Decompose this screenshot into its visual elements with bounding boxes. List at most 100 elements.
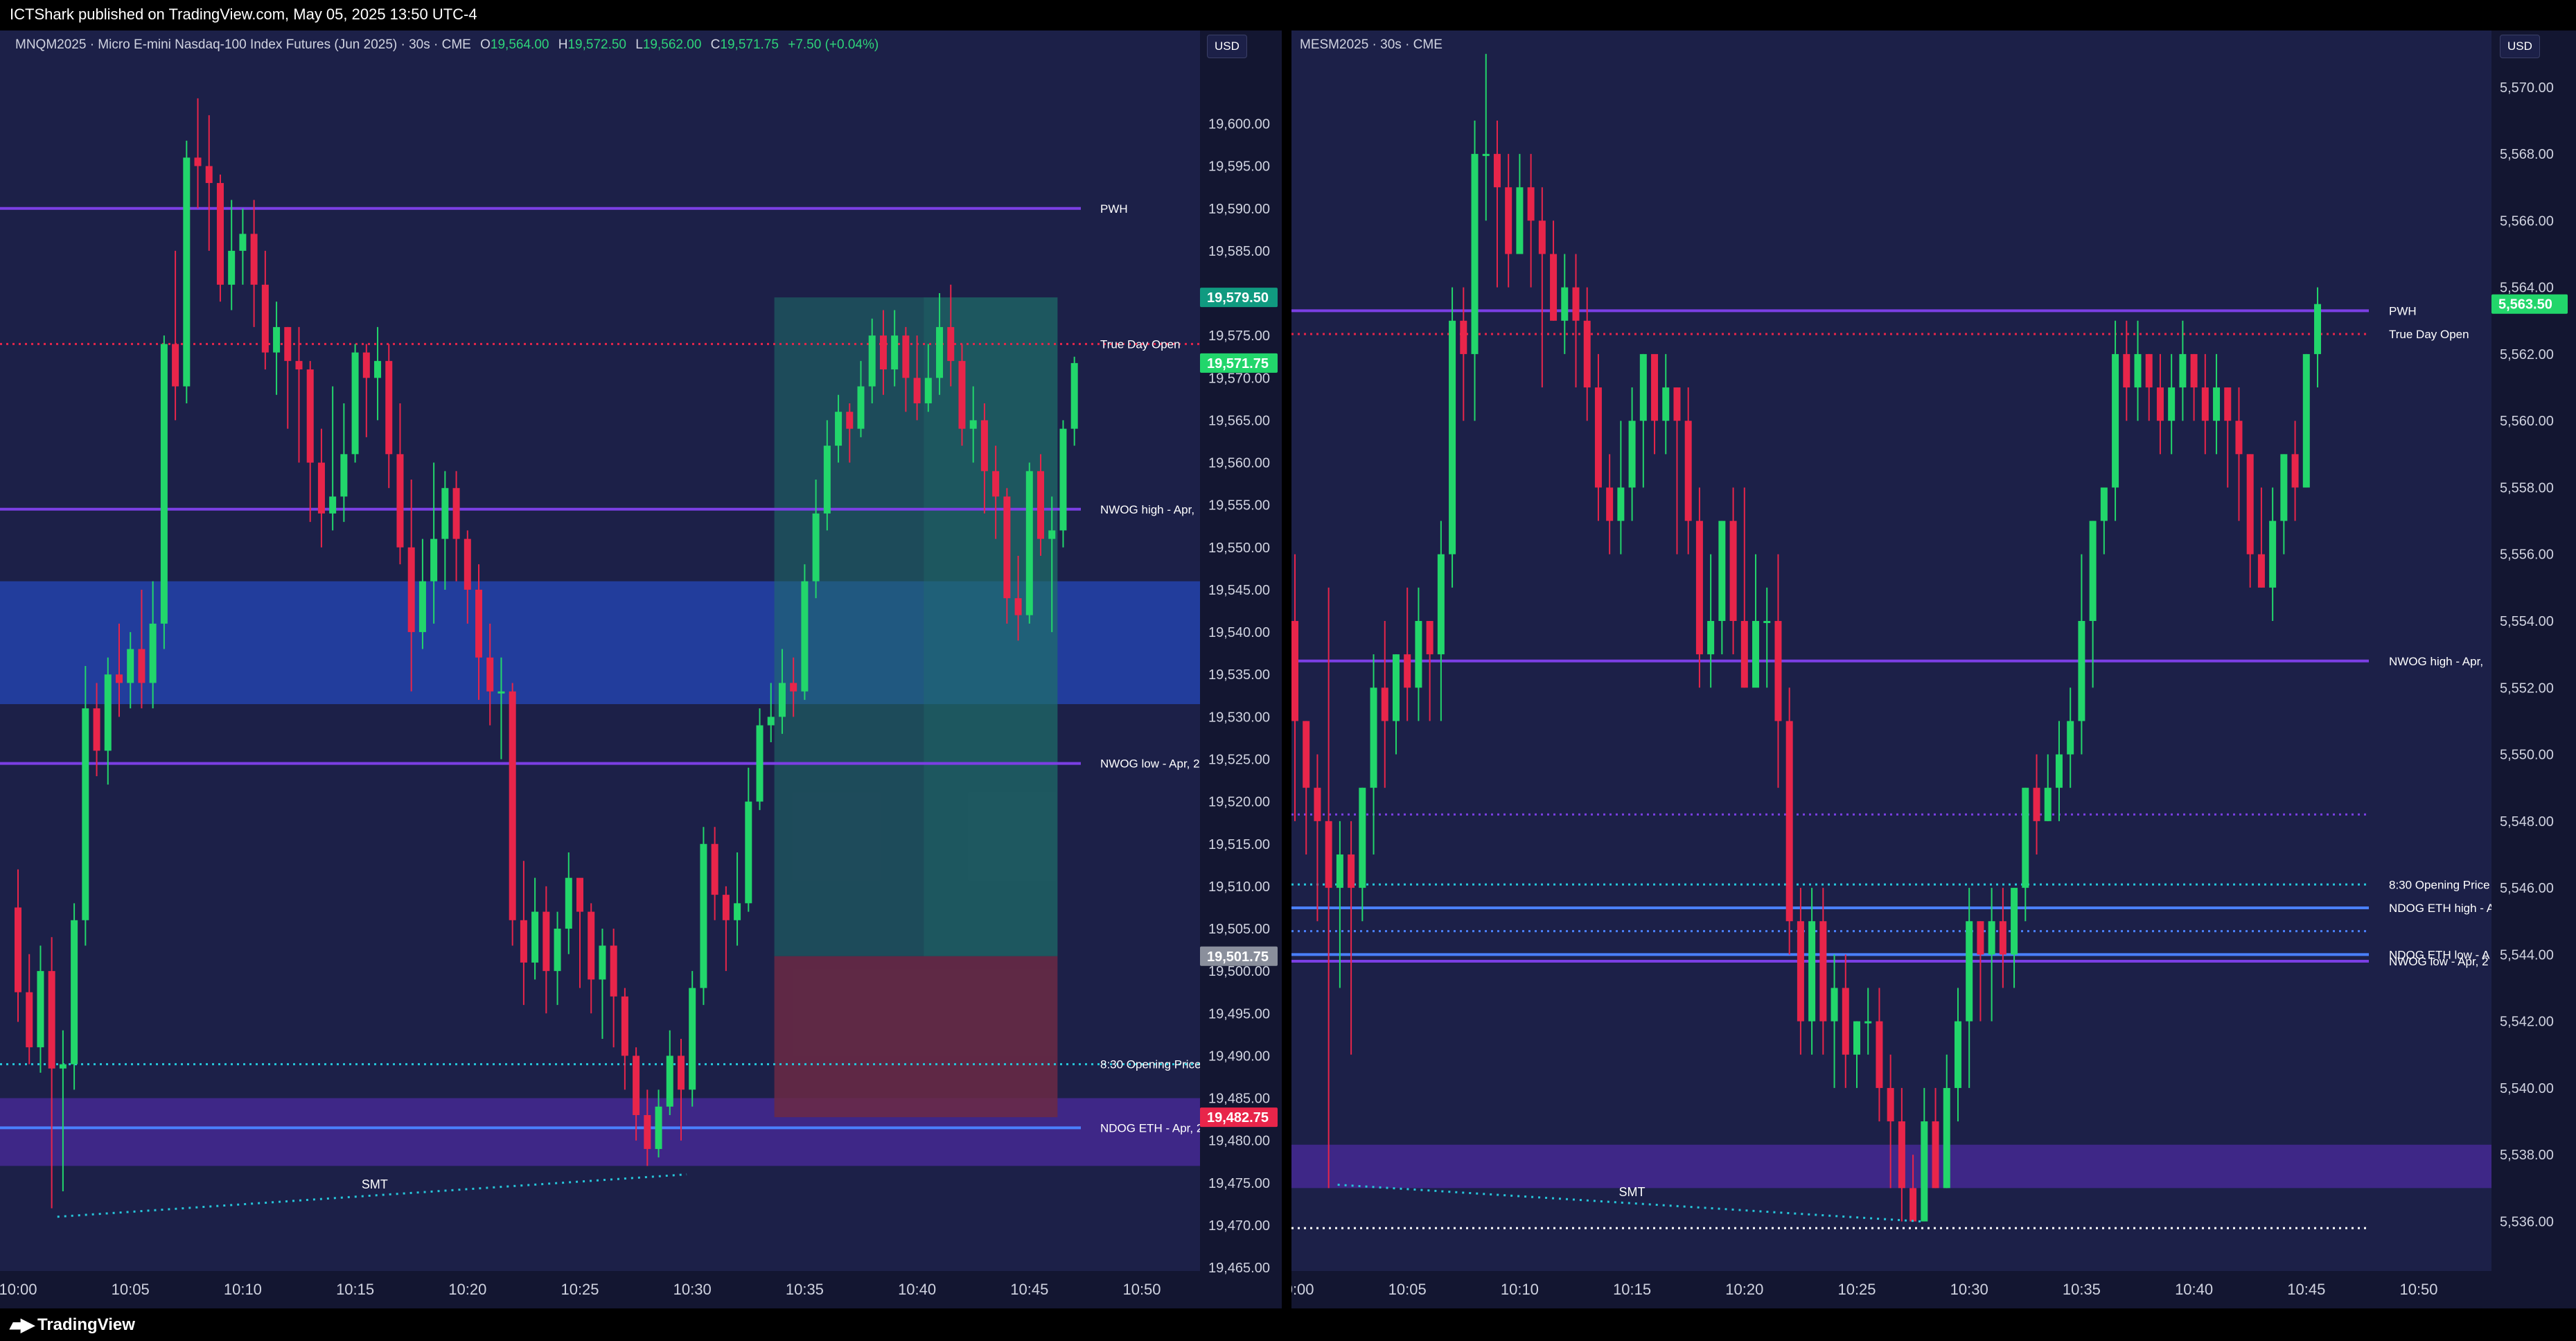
price-tick-label: 5,540.00	[2500, 1081, 2554, 1096]
price-tick-label: 19,515.00	[1208, 837, 1270, 852]
ohlc-open: 19,564.00	[490, 37, 549, 52]
candle-body	[2100, 487, 2108, 521]
time-tick-label: 10:05	[1388, 1281, 1427, 1298]
chart-panel-mes[interactable]: PWH True Day Open NWOG high - Apr, 8:30 Ope…	[1291, 30, 2491, 1301]
price-tick-label: 5,554.00	[2500, 614, 2554, 629]
candle-body	[93, 708, 100, 751]
candle-body	[2314, 304, 2322, 354]
price-tag-label: 19,579.50	[1207, 290, 1269, 306]
candle-body	[835, 412, 843, 446]
time-axis-mes[interactable]: 10:00 10:05 10:10 10:15 10:20 10:25 10:30 10:35…	[1276, 1271, 2491, 1308]
price-tick-label: 19,540.00	[1208, 625, 1270, 640]
candle-body	[2089, 520, 2097, 622]
candle-body	[2145, 353, 2153, 388]
candle-body	[1370, 687, 1377, 788]
candle-body	[1932, 1121, 1939, 1189]
panel-divider[interactable]	[1282, 30, 1291, 1308]
candle-body	[565, 877, 572, 929]
level-label-5: NDOG ETH high - A	[2389, 902, 2491, 915]
price-tick-label: 5,564.00	[2500, 281, 2554, 296]
candle-body	[37, 971, 44, 1048]
candle-body	[1527, 187, 1535, 221]
candle-body	[1921, 1121, 1928, 1222]
price-tick-label: 19,510.00	[1208, 879, 1270, 895]
candle-body	[1785, 721, 1793, 922]
candle-body	[1617, 487, 1625, 521]
time-tick-label: 10:35	[2063, 1281, 2101, 1298]
chart-canvas-mes[interactable]: PWH True Day Open NWOG high - Apr, 8:30 Ope…	[1291, 30, 2491, 1301]
candle-body	[1876, 1021, 1883, 1088]
time-tick-label: 10:40	[898, 1281, 936, 1298]
candle-body	[1628, 421, 1636, 488]
chart-panel-mnq[interactable]: PWH True Day Open NWOG high - Apr, NWOG low…	[0, 30, 1200, 1301]
time-axis-mnq[interactable]: 10:00 10:05 10:10 10:15 10:20 10:25 10:30 10:35…	[0, 1271, 1200, 1308]
candle-body	[1538, 220, 1546, 254]
candle-body	[160, 344, 168, 624]
candle-body	[2269, 520, 2277, 588]
candle-body	[1471, 154, 1479, 354]
time-tick-label: 10:20	[1725, 1281, 1763, 1298]
ohlc-low: 19,562.00	[642, 37, 702, 52]
price-tag	[2491, 294, 2568, 314]
candle-body	[1898, 1121, 1905, 1189]
candle-body	[711, 843, 718, 895]
position-target-zone-shade	[924, 297, 1058, 956]
price-tick-label: 5,558.00	[2500, 480, 2554, 496]
price-tick-label: 19,505.00	[1208, 922, 1270, 937]
candle-body	[2246, 454, 2254, 554]
candle-body	[790, 683, 797, 692]
candle-body	[520, 920, 527, 963]
candle-body	[666, 1055, 673, 1107]
candle-body	[1842, 988, 1849, 1055]
time-tick-label: 10:00	[1291, 1281, 1314, 1298]
candle-body	[2213, 387, 2221, 421]
candle-body	[239, 234, 247, 251]
tradingview-logo[interactable]: ▰▶ TradingView	[10, 1314, 135, 1335]
candle-body	[801, 581, 809, 692]
smt-line	[1337, 1184, 1921, 1222]
candle-body	[2190, 353, 2198, 388]
time-tick-label: 10:00	[0, 1281, 37, 1298]
price-tick-label: 19,535.00	[1208, 667, 1270, 683]
currency-button-mnq[interactable]: USD	[1207, 35, 1247, 58]
candle-body	[812, 513, 820, 581]
candle-body	[2044, 787, 2052, 821]
candle-body	[351, 352, 359, 455]
candle-body	[1966, 921, 1973, 1022]
chart-canvas-mnq[interactable]: PWH True Day Open NWOG high - Apr, NWOG low…	[0, 30, 1200, 1301]
candle-body	[475, 589, 483, 658]
price-tick-label: 5,562.00	[2500, 347, 2554, 362]
candle-body	[1718, 520, 1726, 622]
price-axis-mnq[interactable]: 19,600.00 19,595.00 19,590.00 19,585.00 19,5…	[1200, 30, 1282, 1308]
candle-body	[2280, 454, 2288, 521]
candle-body	[1673, 387, 1681, 421]
candle-body	[1662, 387, 1670, 421]
candle-body	[846, 412, 854, 429]
candle-body	[497, 691, 505, 694]
ohlc-o-label: O	[480, 37, 491, 52]
price-tag	[1200, 946, 1278, 966]
level-label-8: NWOG low - Apr, 2	[2389, 955, 2489, 968]
candle-body	[1291, 621, 1298, 721]
candle-body	[2112, 353, 2119, 488]
price-tick-label: 19,500.00	[1208, 964, 1270, 979]
price-tick-label: 5,556.00	[2500, 547, 2554, 563]
time-tick-label: 10:50	[1122, 1281, 1161, 1298]
price-axis-labels-mnq: 19,600.00 19,595.00 19,590.00 19,585.00 19,5…	[1200, 116, 1278, 1276]
price-tick-label: 5,552.00	[2500, 681, 2554, 696]
candle-body	[1460, 320, 1467, 354]
price-tick-label: 5,560.00	[2500, 414, 2554, 429]
price-axis-mes[interactable]: 5,570.00 5,568.00 5,566.00 5,564.00 5,562.00…	[2491, 30, 2576, 1308]
price-tick-label: 19,530.00	[1208, 710, 1270, 725]
candle-body	[857, 386, 865, 429]
candle-body	[1550, 254, 1558, 321]
candle-body	[2156, 387, 2164, 421]
candle-body	[1003, 496, 1011, 599]
time-tick-label: 10:35	[786, 1281, 824, 1298]
candle-body	[1048, 530, 1056, 539]
currency-button-mes[interactable]: USD	[2500, 35, 2540, 58]
candle-body	[542, 911, 550, 972]
candle-body	[2179, 353, 2187, 388]
candle-body	[1359, 787, 1366, 888]
candle-body	[273, 326, 281, 353]
